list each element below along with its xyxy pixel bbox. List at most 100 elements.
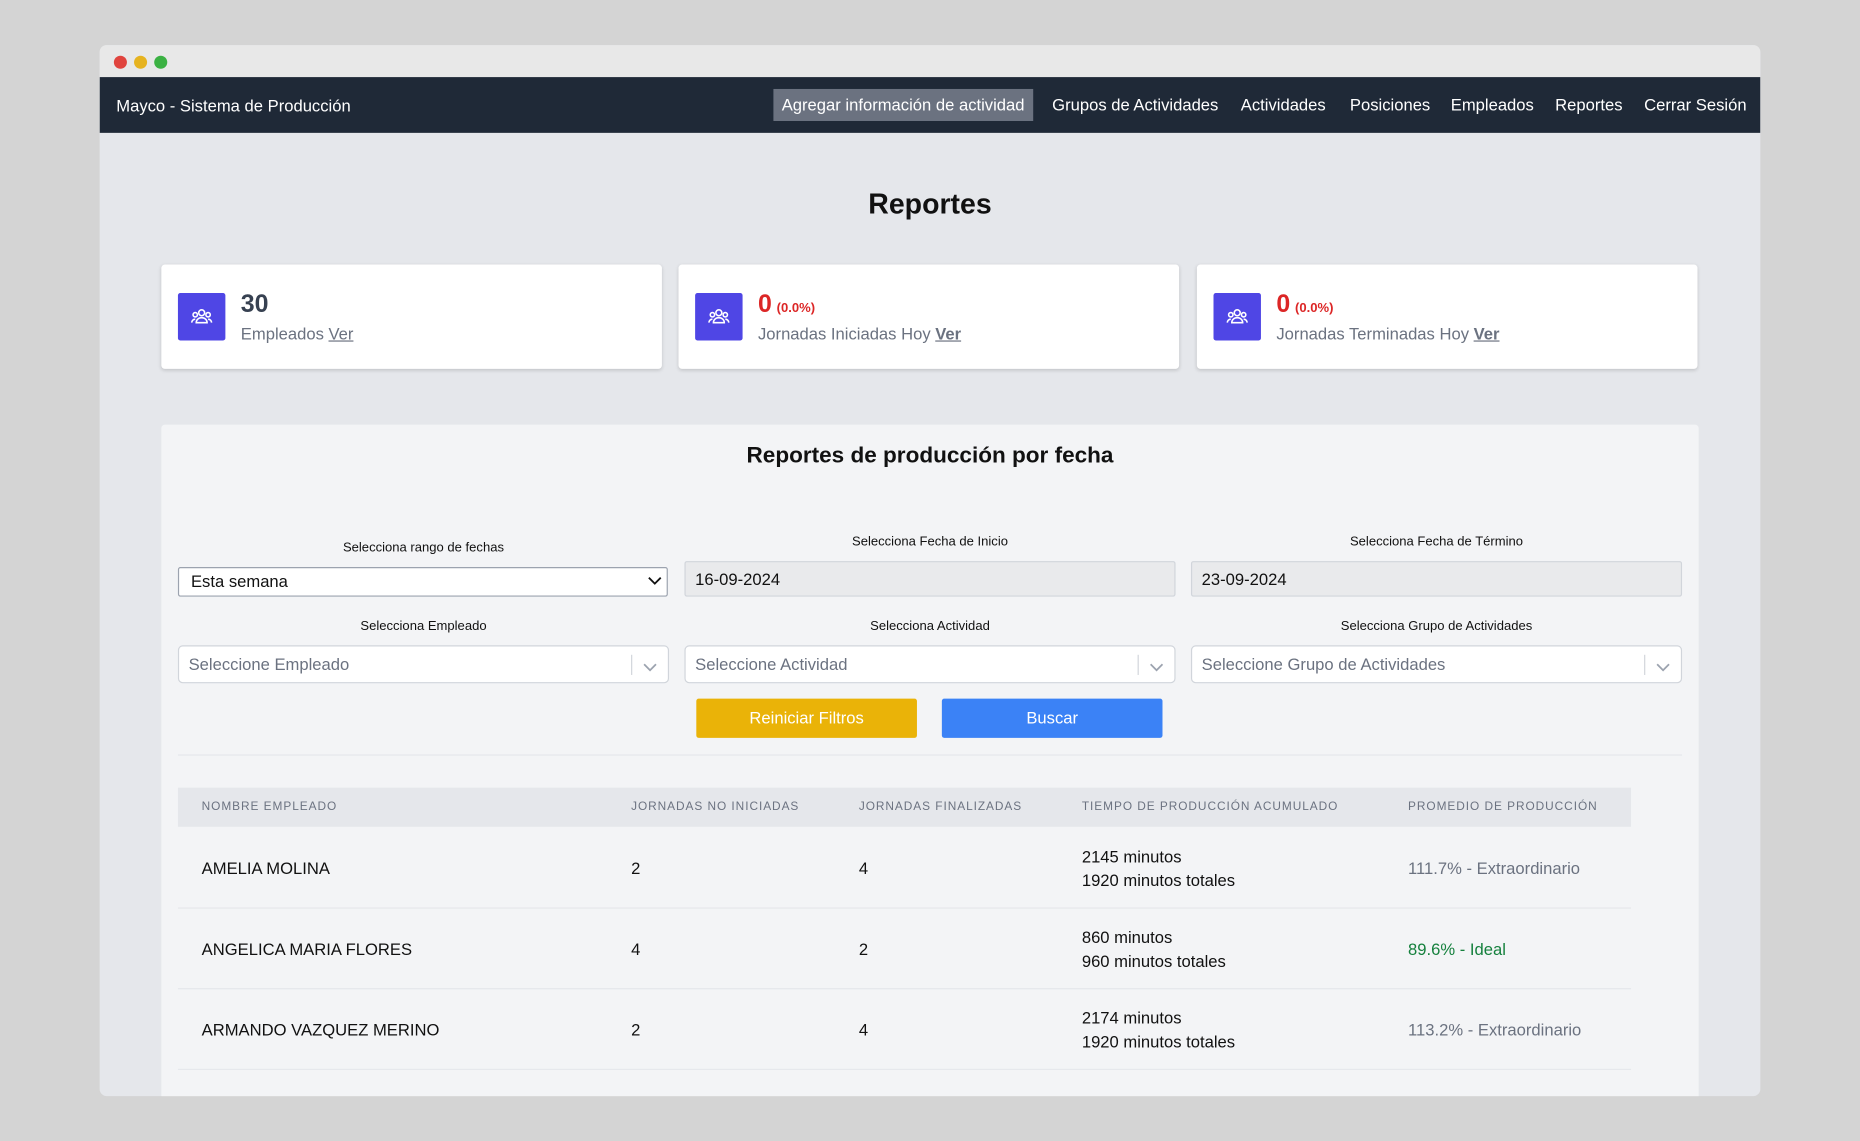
- separator: [631, 654, 633, 675]
- filter-label: Selecciona Fecha de Término: [1349, 534, 1524, 550]
- divider: [177, 754, 1683, 756]
- card-label-row: Empleados Ver: [241, 324, 354, 343]
- reset-button[interactable]: Reiniciar Filtros: [696, 698, 917, 738]
- input-value: 16-09-2024: [695, 569, 781, 589]
- filter-label: Selecciona Fecha de Inicio: [852, 534, 1008, 550]
- filter-label: Selecciona Actividad: [870, 619, 990, 634]
- cell-time: 2174 minutos: [1081, 1008, 1182, 1028]
- users-icon: [190, 309, 213, 324]
- select-box[interactable]: Seleccione Actividad: [684, 645, 1176, 684]
- card-percent: (0.0%): [1294, 301, 1334, 316]
- card-label-row: Jornadas Iniciadas Hoy Ver: [758, 324, 961, 343]
- date-input[interactable]: 23-09-2024: [1190, 561, 1683, 597]
- stat-card: 0 (0.0%) Jornadas Iniciadas Hoy Ver: [678, 264, 1180, 369]
- search-button[interactable]: Buscar: [941, 698, 1163, 738]
- dropdown-indicator: [1656, 649, 1670, 685]
- card-icon: [695, 292, 743, 341]
- row-divider: [177, 988, 1632, 990]
- chevron: [1150, 663, 1164, 672]
- table-header: [177, 787, 1632, 827]
- separator: [1137, 654, 1139, 675]
- separator: [1644, 654, 1646, 675]
- cell-total: 1920 minutos totales: [1081, 870, 1236, 890]
- nav-link[interactable]: Agregar información de actividad: [773, 88, 1033, 121]
- filter-label: Selecciona Grupo de Actividades: [1340, 619, 1533, 634]
- users-icon: [708, 309, 730, 324]
- minimize-button[interactable]: [134, 55, 148, 69]
- card-percent: (0.0%): [776, 301, 816, 316]
- card-label: Jornadas Iniciadas Hoy: [757, 323, 931, 343]
- card-value: 30: [240, 290, 269, 318]
- cell: 2: [631, 1020, 641, 1040]
- dropdown-indicator: [648, 567, 662, 594]
- cell-time: 2145 minutos: [1081, 846, 1182, 866]
- stat-card: 30 Empleados Ver: [161, 264, 662, 369]
- users-icon: [1226, 309, 1248, 324]
- column-header: Nombre empleado: [201, 800, 338, 814]
- input-value: Esta semana: [190, 571, 288, 591]
- card-value-row: 30: [241, 291, 269, 319]
- cell: ANGELICA MARIA FLORES: [201, 939, 413, 959]
- nav-link[interactable]: Cerrar Sesión: [1644, 94, 1747, 114]
- card-value: 0: [757, 290, 772, 318]
- card-icon: [177, 292, 226, 341]
- card-link[interactable]: Ver: [1473, 323, 1500, 343]
- dropdown-indicator: [643, 649, 657, 685]
- range-select[interactable]: Esta semana: [177, 567, 668, 597]
- report-section: Reportes de producción por fecha Reinici…: [161, 424, 1699, 1097]
- card-icon: [1213, 292, 1261, 341]
- cell: AMELIA MOLINA: [201, 858, 330, 878]
- card-link[interactable]: Ver: [328, 323, 354, 343]
- nav-link[interactable]: Actividades: [1240, 94, 1326, 114]
- filter-label: Selecciona Empleado: [360, 619, 487, 634]
- row-divider: [177, 1068, 1632, 1070]
- cell-average: 113.2% - Extraordinario: [1408, 1020, 1582, 1040]
- card-value-row: 0 (0.0%): [1276, 291, 1333, 319]
- cell-time: 860 minutos: [1081, 927, 1173, 947]
- placeholder: Seleccione Grupo de Actividades: [1201, 654, 1446, 674]
- cell: 2: [858, 939, 869, 959]
- nav-link[interactable]: Reportes: [1555, 94, 1623, 114]
- chevron: [643, 663, 657, 672]
- cell: 4: [631, 939, 641, 959]
- nav-link[interactable]: Empleados: [1450, 94, 1534, 114]
- input-value: 23-09-2024: [1201, 569, 1287, 589]
- chevron: [648, 577, 662, 585]
- select-box[interactable]: Seleccione Grupo de Actividades: [1190, 645, 1683, 685]
- card-label: Jornadas Terminadas Hoy: [1276, 323, 1470, 343]
- placeholder: Seleccione Empleado: [188, 654, 350, 674]
- cell-total: 960 minutos totales: [1081, 951, 1226, 971]
- select-box[interactable]: Seleccione Empleado: [177, 645, 670, 685]
- section-title: Reportes de producción por fecha: [746, 443, 1114, 469]
- card-value-row: 0 (0.0%): [758, 291, 815, 319]
- card-value: 0: [1276, 290, 1291, 318]
- card-label: Empleados: [240, 323, 324, 343]
- column-header: Tiempo de producción acumulado: [1081, 800, 1339, 814]
- cell: 4: [858, 1020, 869, 1040]
- stat-card: 0 (0.0%) Jornadas Terminadas Hoy Ver: [1196, 264, 1698, 369]
- cell-average: 89.6% - Ideal: [1408, 939, 1506, 959]
- card-link[interactable]: Ver: [935, 323, 962, 343]
- filter-label: Selecciona rango de fechas: [342, 540, 504, 556]
- page-title: Reportes: [868, 188, 992, 221]
- placeholder: Seleccione Actividad: [695, 654, 848, 674]
- date-input[interactable]: 16-09-2024: [684, 561, 1176, 597]
- card-label-row: Jornadas Terminadas Hoy Ver: [1276, 324, 1499, 343]
- navbar: Mayco - Sistema de Producción Agregar in…: [99, 77, 1761, 133]
- column-header: Jornadas no iniciadas: [631, 800, 800, 814]
- brand[interactable]: Mayco - Sistema de Producción: [116, 96, 351, 116]
- nav-link[interactable]: Posiciones: [1349, 94, 1431, 114]
- cell-average: 111.7% - Extraordinario: [1408, 858, 1581, 878]
- cell: 2: [631, 858, 641, 878]
- cell: ARMANDO VAZQUEZ MERINO: [201, 1020, 440, 1040]
- close-button[interactable]: [113, 55, 127, 69]
- maximize-button[interactable]: [154, 55, 168, 69]
- browser-window: Mayco - Sistema de Producción Agregar in…: [99, 45, 1761, 1097]
- chevron: [1656, 663, 1670, 672]
- nav-link[interactable]: Grupos de Actividades: [1052, 94, 1219, 114]
- title-bar: [99, 45, 1761, 78]
- row-divider: [177, 907, 1632, 909]
- column-header: Jornadas finalizadas: [858, 800, 1023, 814]
